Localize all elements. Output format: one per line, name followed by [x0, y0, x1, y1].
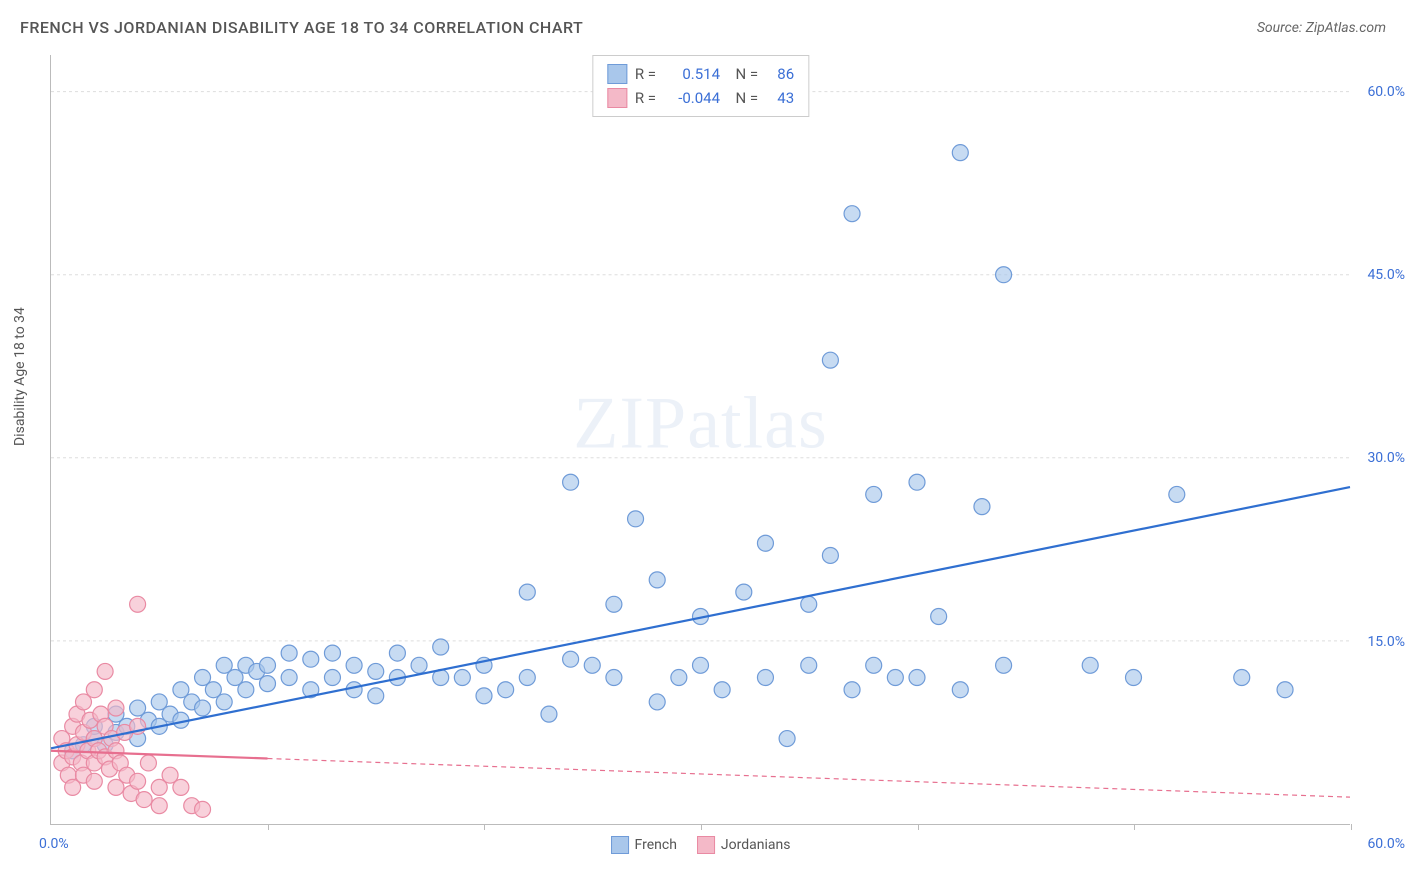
n-value-french: 86 [766, 65, 794, 83]
x-tick [484, 824, 485, 830]
legend-item-jordanians: Jordanians [697, 836, 791, 854]
x-tick [1134, 824, 1135, 830]
chart-source: Source: ZipAtlas.com [1257, 20, 1386, 36]
y-tick-label: 30.0% [1367, 450, 1405, 466]
legend-row-french: R = 0.514 N = 86 [607, 62, 794, 86]
n-label: N = [728, 89, 758, 107]
swatch-french-icon [611, 836, 629, 854]
r-value-jordanians: -0.044 [664, 89, 720, 107]
x-axis-max-label: 60.0% [1367, 836, 1405, 852]
plot-area: ZIPatlas R = 0.514 N = 86 R = -0.044 N =… [50, 55, 1350, 825]
x-tick [268, 824, 269, 830]
legend-row-jordanians: R = -0.044 N = 43 [607, 86, 794, 110]
swatch-jordanians [607, 88, 627, 108]
swatch-french [607, 64, 627, 84]
y-tick-label: 60.0% [1367, 84, 1405, 100]
series-legend: French Jordanians [611, 836, 791, 854]
y-tick-label: 15.0% [1367, 634, 1405, 650]
r-label: R = [635, 65, 656, 83]
r-value-french: 0.514 [664, 65, 720, 83]
x-tick [701, 824, 702, 830]
n-value-jordanians: 43 [766, 89, 794, 107]
y-tick-label: 45.0% [1367, 267, 1405, 283]
n-label: N = [728, 65, 758, 83]
legend-label-french: French [635, 837, 677, 853]
r-label: R = [635, 89, 656, 107]
x-axis-min-label: 0.0% [39, 836, 69, 852]
y-axis-label: Disability Age 18 to 34 [12, 307, 28, 446]
x-tick [1351, 824, 1352, 830]
legend-label-jordanians: Jordanians [721, 837, 791, 853]
legend-item-french: French [611, 836, 677, 854]
swatch-jordanians-icon [697, 836, 715, 854]
chart-svg [51, 55, 1350, 824]
chart-title: FRENCH VS JORDANIAN DISABILITY AGE 18 TO… [20, 18, 583, 37]
correlation-legend: R = 0.514 N = 86 R = -0.044 N = 43 [592, 55, 809, 117]
chart-header: FRENCH VS JORDANIAN DISABILITY AGE 18 TO… [20, 18, 1386, 37]
x-tick [918, 824, 919, 830]
